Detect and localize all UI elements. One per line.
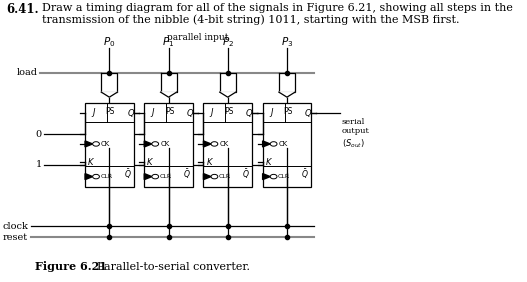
Polygon shape [203, 141, 211, 147]
Polygon shape [101, 72, 118, 92]
Text: $\bar{Q}$: $\bar{Q}$ [242, 168, 250, 181]
Text: $K$: $K$ [147, 157, 154, 168]
Polygon shape [220, 92, 236, 97]
Circle shape [270, 142, 277, 146]
Text: $P_3$: $P_3$ [281, 35, 293, 49]
Text: PS: PS [105, 107, 115, 116]
Text: $Q$: $Q$ [126, 107, 135, 118]
Text: 1: 1 [35, 160, 42, 169]
Polygon shape [220, 72, 236, 92]
Bar [203, 103, 252, 187]
Polygon shape [85, 141, 93, 147]
Text: $J$: $J$ [150, 106, 156, 119]
Polygon shape [262, 174, 270, 180]
Text: $P_0$: $P_0$ [103, 35, 115, 49]
Text: $\bar{Q}$: $\bar{Q}$ [301, 168, 309, 181]
Circle shape [270, 174, 277, 179]
Bar [262, 103, 311, 187]
Circle shape [93, 174, 100, 179]
Text: load: load [16, 68, 37, 77]
Text: PS: PS [165, 107, 174, 116]
Circle shape [211, 142, 218, 146]
Polygon shape [279, 92, 295, 97]
Text: parallel input: parallel input [168, 34, 229, 43]
Text: $J$: $J$ [91, 106, 96, 119]
Circle shape [152, 142, 159, 146]
Circle shape [93, 142, 100, 146]
Text: CLR: CLR [160, 174, 172, 179]
Text: CK: CK [220, 141, 229, 147]
Text: $J$: $J$ [269, 106, 274, 119]
Text: Draw a timing diagram for all of the signals in Figure 6.21, showing all steps i: Draw a timing diagram for all of the sig… [42, 3, 513, 25]
Circle shape [211, 174, 218, 179]
Text: $P_2$: $P_2$ [222, 35, 234, 49]
Text: $\bar{Q}$: $\bar{Q}$ [183, 168, 191, 181]
Text: $\bar{Q}$: $\bar{Q}$ [124, 168, 132, 181]
Text: clock: clock [2, 222, 28, 231]
Text: 6.41.: 6.41. [6, 3, 38, 16]
Text: $K$: $K$ [206, 157, 213, 168]
Text: $K$: $K$ [265, 157, 273, 168]
Polygon shape [279, 72, 295, 92]
Bar [144, 103, 193, 187]
Text: CLR: CLR [100, 174, 112, 179]
Circle shape [152, 174, 159, 179]
Text: CK: CK [279, 141, 288, 147]
Polygon shape [161, 72, 177, 92]
Text: CK: CK [101, 141, 110, 147]
Polygon shape [101, 92, 118, 97]
Polygon shape [85, 174, 93, 180]
Text: PS: PS [283, 107, 292, 116]
Polygon shape [203, 174, 211, 180]
Text: PS: PS [224, 107, 233, 116]
Text: CLR: CLR [278, 174, 290, 179]
Text: $Q$: $Q$ [186, 107, 194, 118]
Polygon shape [262, 141, 270, 147]
Text: Parallel-to-serial converter.: Parallel-to-serial converter. [90, 262, 250, 272]
Text: CK: CK [160, 141, 170, 147]
Polygon shape [144, 174, 152, 180]
Text: $J$: $J$ [209, 106, 215, 119]
Text: serial
output
$(S_{out})$: serial output $(S_{out})$ [342, 118, 370, 150]
Text: reset: reset [3, 233, 28, 242]
Polygon shape [161, 92, 177, 97]
Text: CLR: CLR [219, 174, 231, 179]
Text: $P_1$: $P_1$ [162, 35, 174, 49]
Text: $K$: $K$ [87, 157, 95, 168]
Bar [85, 103, 134, 187]
Text: Figure 6.21: Figure 6.21 [35, 261, 107, 272]
Text: $Q$: $Q$ [304, 107, 313, 118]
Text: 0: 0 [36, 129, 42, 138]
Text: $Q$: $Q$ [245, 107, 253, 118]
Polygon shape [144, 141, 152, 147]
